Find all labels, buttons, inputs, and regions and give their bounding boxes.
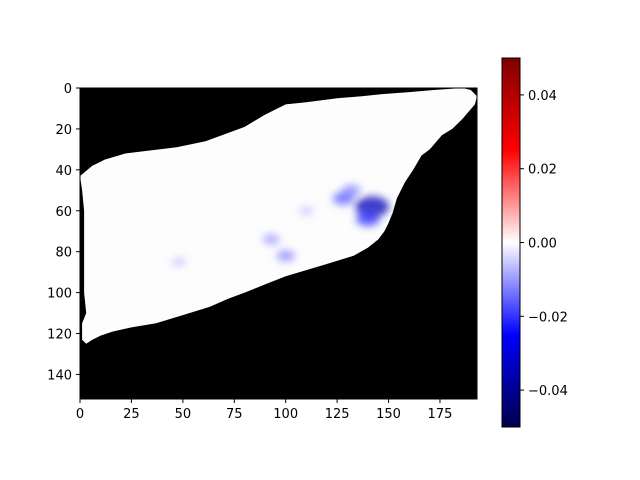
hotspot-2 <box>356 211 380 227</box>
axes-frame <box>79 87 478 400</box>
y-tick-label: 20 <box>55 123 72 138</box>
y-tick-label: 100 <box>47 287 72 302</box>
y-tick-label: 80 <box>55 246 72 261</box>
hotspot-7 <box>171 257 186 267</box>
x-tick-label: 100 <box>273 407 298 422</box>
y-tick-label: 120 <box>47 328 72 343</box>
colorbar-ticks: −0.04 −0.02 0.00 0.02 0.04 <box>520 89 568 399</box>
hotspot-4 <box>299 206 314 216</box>
x-tick-label: 25 <box>123 407 140 422</box>
y-tick-label: 0 <box>64 82 72 97</box>
x-tick-label: 150 <box>376 407 401 422</box>
heatmap-plot <box>79 87 478 400</box>
colorbar: −0.04 −0.02 0.00 0.02 0.04 <box>501 57 568 428</box>
colorbar-tick-label: −0.02 <box>528 310 568 325</box>
y-tick-label: 140 <box>47 368 72 383</box>
y-axis: 0 20 40 60 80 100 120 140 <box>47 82 80 383</box>
hotspot-3 <box>332 191 354 206</box>
hotspot-layer <box>171 184 390 267</box>
data-region <box>80 88 477 344</box>
colorbar-tick-label: 0.04 <box>528 89 557 104</box>
colorbar-tick-label: 0.02 <box>528 163 557 178</box>
x-tick-label: 50 <box>175 407 192 422</box>
x-tick-label: 75 <box>226 407 243 422</box>
y-tick-label: 40 <box>55 164 72 179</box>
x-tick-label: 125 <box>325 407 350 422</box>
x-tick-label: 0 <box>76 407 84 422</box>
x-tick-label: 175 <box>428 407 453 422</box>
colorbar-tick-label: −0.04 <box>528 384 568 399</box>
hotspot-1 <box>355 196 390 218</box>
x-axis: 0 25 50 75 100 125 150 175 <box>76 399 453 422</box>
colorbar-gradient <box>502 58 520 427</box>
colorbar-tick-label: 0.00 <box>528 237 557 252</box>
hotspot-6 <box>276 250 295 262</box>
hotspot-5 <box>262 234 280 245</box>
y-tick-label: 60 <box>55 205 72 220</box>
